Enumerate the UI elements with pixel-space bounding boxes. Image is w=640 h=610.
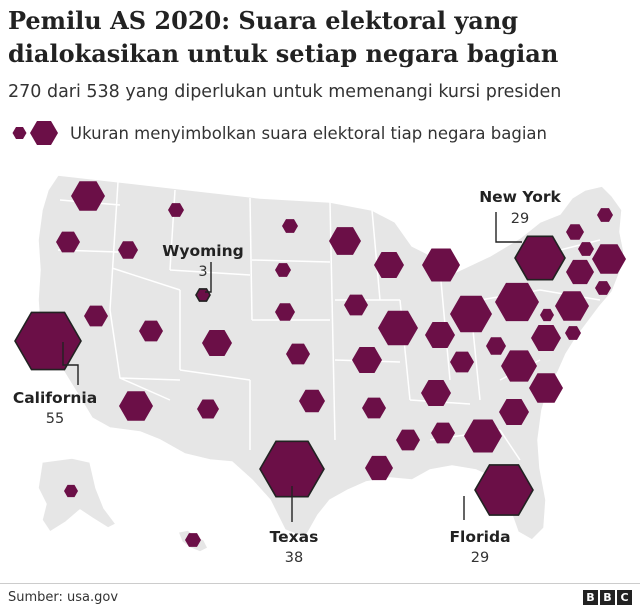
hexagon-minnesota bbox=[329, 227, 361, 255]
hexagon-west-virginia bbox=[486, 337, 506, 355]
texas-label: Texas bbox=[270, 528, 319, 546]
hexagon-dc-region bbox=[529, 373, 563, 403]
wyoming-label: Wyoming bbox=[162, 242, 243, 260]
legend: Ukuran menyimbolkan suara elektoral tiap… bbox=[8, 116, 547, 150]
new-york-votes: 29 bbox=[511, 211, 529, 227]
hexagon-michigan bbox=[422, 248, 460, 282]
alaska-shape bbox=[37, 457, 117, 533]
footer-divider bbox=[0, 583, 640, 584]
florida-label: Florida bbox=[449, 528, 510, 546]
california-leader-line bbox=[62, 342, 79, 385]
callout-labels: New York 29 Wyoming 3 California 55 Texa… bbox=[13, 188, 562, 566]
hexagon-alabama bbox=[431, 422, 455, 444]
hexagon-oklahoma bbox=[299, 389, 325, 413]
hexagon-vermont bbox=[566, 224, 584, 240]
hexagon-wyoming bbox=[195, 288, 211, 302]
hexagon-massachusetts bbox=[592, 244, 626, 274]
hexagon-connecticut bbox=[566, 259, 594, 285]
legend-text: Ukuran menyimbolkan suara elektoral tiap… bbox=[70, 123, 547, 143]
hexagon-wisconsin bbox=[374, 252, 404, 278]
hexagon-montana bbox=[168, 203, 184, 217]
us-map: New York 29 Wyoming 3 California 55 Texa… bbox=[13, 174, 626, 566]
california-label: California bbox=[13, 389, 97, 407]
hexagon-new-hampshire bbox=[578, 242, 594, 256]
hexagon-texas bbox=[259, 440, 325, 498]
hexagon-north-carolina bbox=[501, 350, 537, 382]
hexagon-hawaii bbox=[185, 533, 201, 547]
hexagon-rhode-island bbox=[595, 281, 611, 295]
hexagon-mississippi bbox=[396, 429, 420, 451]
hexagon-iowa bbox=[344, 294, 368, 316]
hexagon-tennessee bbox=[421, 380, 451, 406]
page-subtitle: 270 dari 538 yang diperlukan untuk memen… bbox=[8, 82, 562, 102]
hexagon-louisiana bbox=[365, 455, 393, 481]
hexagon-nevada bbox=[84, 305, 108, 327]
hexagon-new-york bbox=[514, 235, 566, 281]
hexagon-kentucky bbox=[450, 351, 474, 373]
hexagon-ohio bbox=[450, 295, 492, 333]
hexagon-florida bbox=[474, 464, 534, 516]
hexagon-oregon bbox=[56, 231, 80, 253]
wyoming-leader-line bbox=[205, 262, 212, 293]
wyoming-votes: 3 bbox=[198, 264, 207, 280]
bbc-logo: B B C bbox=[583, 590, 632, 605]
hexagon-colorado bbox=[202, 330, 232, 356]
hexagon-arkansas bbox=[362, 397, 386, 419]
hexagon-south-dakota bbox=[275, 263, 291, 277]
hexagon-new-jersey bbox=[555, 291, 589, 321]
page-title: Pemilu AS 2020: Suara elektoral yang dia… bbox=[8, 6, 559, 68]
legend-large-hexagon bbox=[30, 121, 58, 145]
hexagon-utah bbox=[139, 320, 163, 342]
bbc-logo-letter: B bbox=[600, 590, 615, 605]
bbc-logo-letter: B bbox=[583, 590, 598, 605]
hexagon-washington bbox=[71, 181, 105, 211]
florida-votes: 29 bbox=[471, 550, 489, 566]
hexagon-indiana bbox=[425, 322, 455, 348]
hexagon-virginia bbox=[531, 325, 561, 351]
hexagon-illinois bbox=[378, 310, 418, 346]
hexagon-pennsylvania bbox=[495, 282, 539, 322]
hexagon-idaho bbox=[118, 241, 138, 259]
legend-size-hexagons bbox=[12, 121, 58, 145]
new-york-leader-line bbox=[495, 212, 522, 243]
hexagon-kansas bbox=[286, 343, 310, 365]
texas-votes: 38 bbox=[285, 550, 303, 566]
bbc-logo-letter: C bbox=[617, 590, 632, 605]
hexagon-missouri bbox=[352, 347, 382, 373]
hexagon-south-carolina bbox=[499, 399, 529, 425]
hexagon-north-dakota bbox=[282, 219, 298, 233]
hexagon-california bbox=[14, 311, 82, 371]
new-york-label: New York bbox=[479, 188, 561, 206]
callout-lines bbox=[62, 212, 522, 522]
source-note: Sumber: usa.gov bbox=[8, 590, 119, 605]
hexagon-alaska bbox=[64, 484, 78, 498]
hexagon-delaware bbox=[565, 326, 581, 340]
california-votes: 55 bbox=[46, 411, 64, 427]
hexagon-new-mexico bbox=[197, 399, 219, 419]
hexagon-georgia bbox=[464, 419, 502, 453]
hexagon-arizona bbox=[119, 391, 153, 421]
hexagon-nebraska bbox=[275, 303, 295, 321]
hexagon-maine bbox=[597, 208, 613, 222]
hexagon-maryland bbox=[540, 308, 554, 322]
state-hexagons bbox=[14, 181, 626, 547]
legend-small-hexagon bbox=[12, 127, 27, 139]
